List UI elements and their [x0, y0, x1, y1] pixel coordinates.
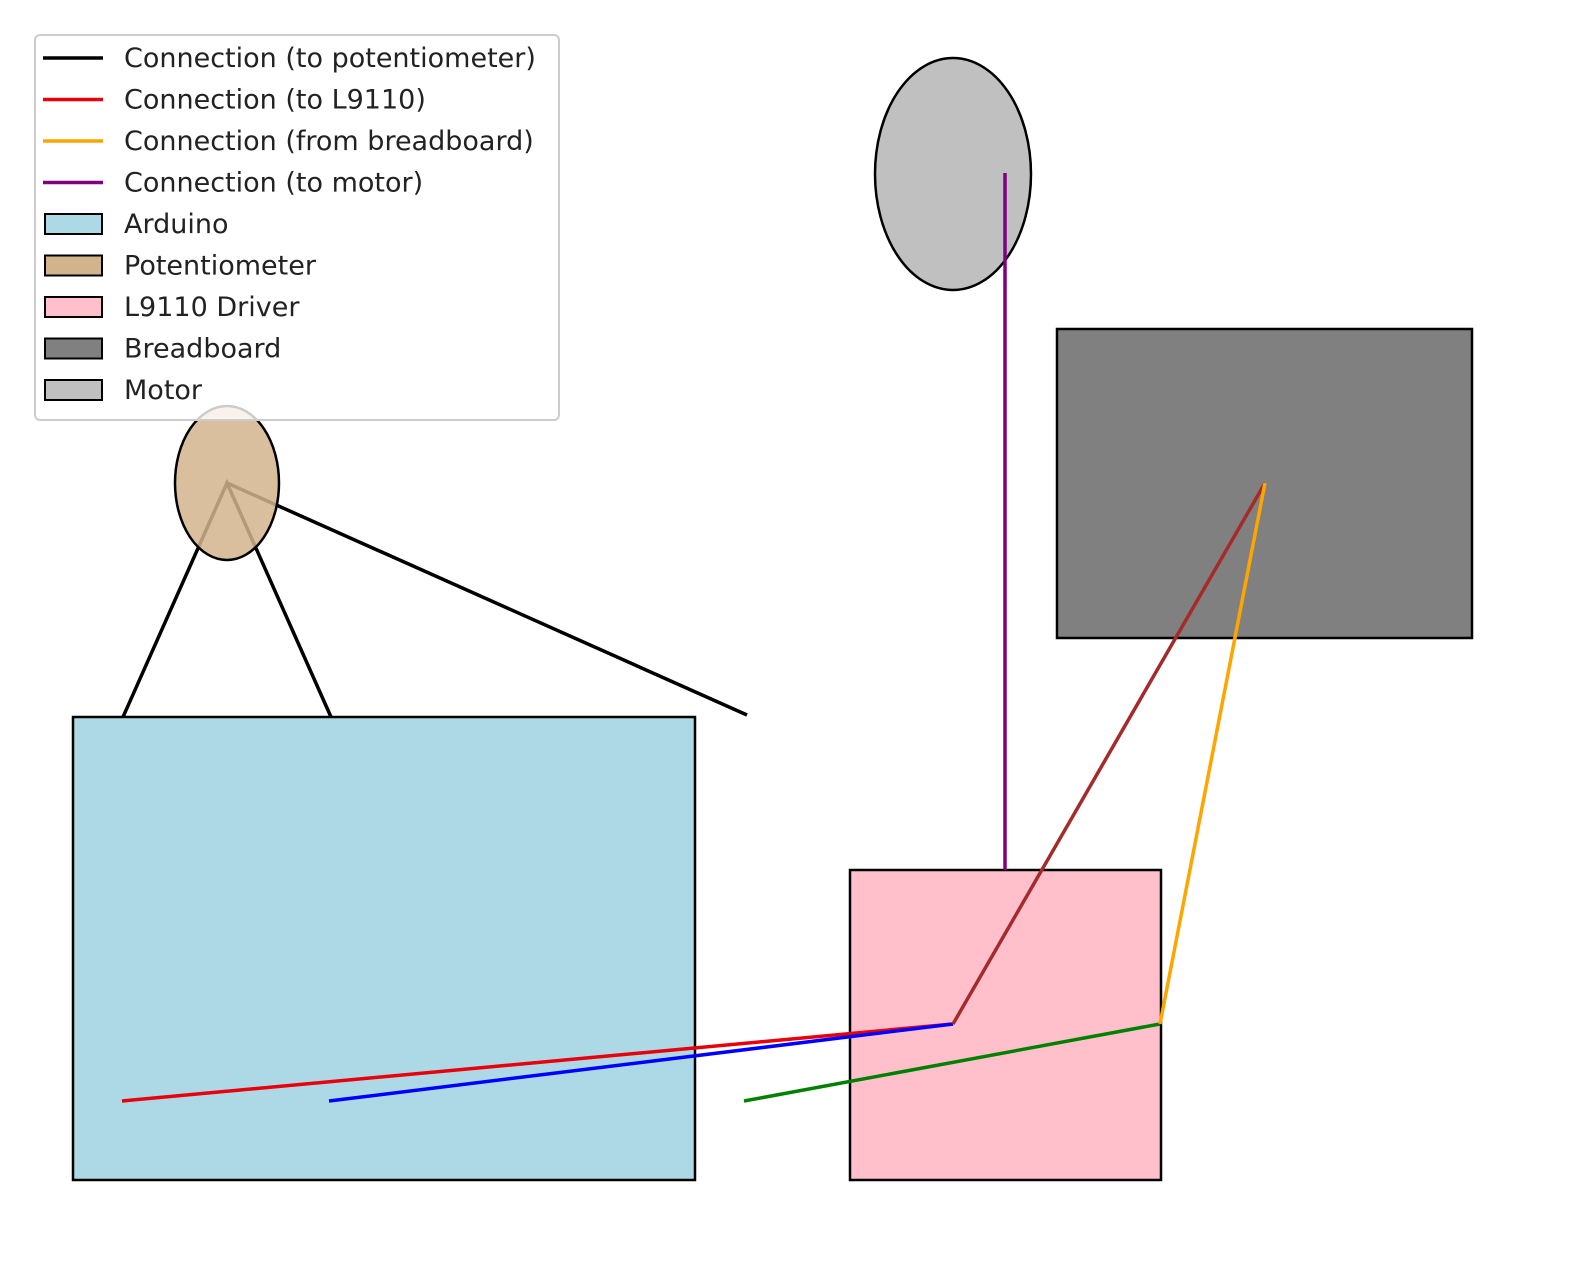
wire-to-potentiometer-2 — [226, 481, 748, 717]
wire-from-breadboard-orange — [1158, 482, 1267, 1025]
wire-green — [743, 1022, 1161, 1103]
legend-label-connection-to-l9110: Connection (to L9110) — [124, 85, 426, 116]
wires — [121, 173, 1267, 1103]
l9110-driver — [848, 868, 1163, 1182]
potentiometer — [173, 404, 281, 562]
legend-label-connection-to-potentiometer: Connection (to potentiometer) — [124, 43, 536, 74]
legend-label-l9110-driver: L9110 Driver — [124, 292, 300, 323]
legend-swatch-l9110-driver — [44, 296, 103, 318]
legend-label-breadboard: Breadboard — [124, 334, 281, 365]
legend-label-connection-from-breadboard: Connection (from breadboard) — [124, 126, 534, 157]
arduino-board — [71, 715, 697, 1182]
wire-from-breadboard-brown — [951, 482, 1267, 1025]
motor — [873, 56, 1033, 292]
wire-to-l9110-red — [121, 1022, 954, 1103]
legend-swatch-arduino — [44, 213, 103, 235]
legend-label-potentiometer: Potentiometer — [124, 251, 317, 282]
legend-label-arduino: Arduino — [124, 209, 228, 240]
legend-frame — [34, 34, 560, 421]
legend-swatch-potentiometer — [44, 254, 103, 277]
legend: Connection (to potentiometer) Connection … — [34, 34, 560, 421]
legend-swatch-breadboard — [44, 337, 103, 360]
legend-label-motor: Motor — [124, 375, 203, 406]
wire-to-l9110-blue — [328, 1022, 954, 1103]
legend-swatch-motor — [44, 379, 103, 401]
legend-label-connection-to-motor: Connection (to motor) — [124, 168, 423, 199]
